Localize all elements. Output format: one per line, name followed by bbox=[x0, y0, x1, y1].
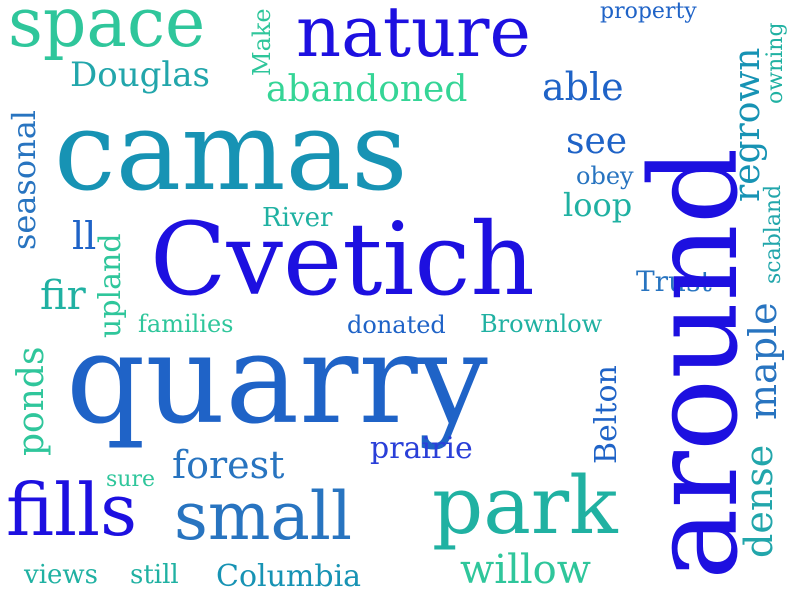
word-views: views bbox=[24, 560, 98, 590]
word-donated: donated bbox=[347, 311, 446, 339]
word-sure: sure bbox=[106, 467, 155, 492]
word-brownlow: Brownlow bbox=[480, 310, 603, 338]
word-cvetich: Cvetich bbox=[150, 201, 535, 318]
word-ll: ll bbox=[72, 214, 97, 258]
word-owning: owning bbox=[763, 22, 788, 104]
word-quarry: quarry bbox=[66, 308, 488, 452]
word-seasonal: seasonal bbox=[5, 109, 43, 250]
word-park: park bbox=[432, 459, 618, 552]
word-scabland: scabland bbox=[761, 184, 786, 284]
word-able: able bbox=[542, 65, 624, 109]
word-space: space bbox=[8, 0, 206, 63]
word-prairie: prairie bbox=[370, 431, 473, 466]
word-ponds: ponds bbox=[11, 346, 52, 456]
word-forest: forest bbox=[172, 443, 285, 487]
word-nature: nature bbox=[296, 0, 531, 73]
word-maple: maple bbox=[741, 302, 785, 420]
word-see: see bbox=[566, 121, 628, 162]
word-fills: fills bbox=[6, 468, 138, 552]
word-abandoned: abandoned bbox=[266, 69, 468, 110]
word-upland: upland bbox=[93, 233, 128, 338]
word-belton: Belton bbox=[589, 365, 624, 464]
word-columbia: Columbia bbox=[216, 559, 362, 594]
word-camas: camas bbox=[54, 87, 408, 215]
word-small: small bbox=[174, 478, 353, 555]
word-property: property bbox=[600, 0, 697, 24]
word-fir: fir bbox=[40, 273, 86, 319]
word-still: still bbox=[130, 560, 179, 590]
word-obey: obey bbox=[576, 162, 634, 190]
word-make: Make bbox=[248, 8, 276, 76]
word-willow: willow bbox=[460, 547, 591, 593]
word-loop: loop bbox=[563, 186, 633, 224]
word-families: families bbox=[138, 310, 234, 338]
word-trust: Trust bbox=[636, 265, 712, 298]
word-douglas: Douglas bbox=[70, 55, 210, 95]
word-dense: dense bbox=[737, 444, 781, 558]
word-river: River bbox=[262, 203, 333, 233]
